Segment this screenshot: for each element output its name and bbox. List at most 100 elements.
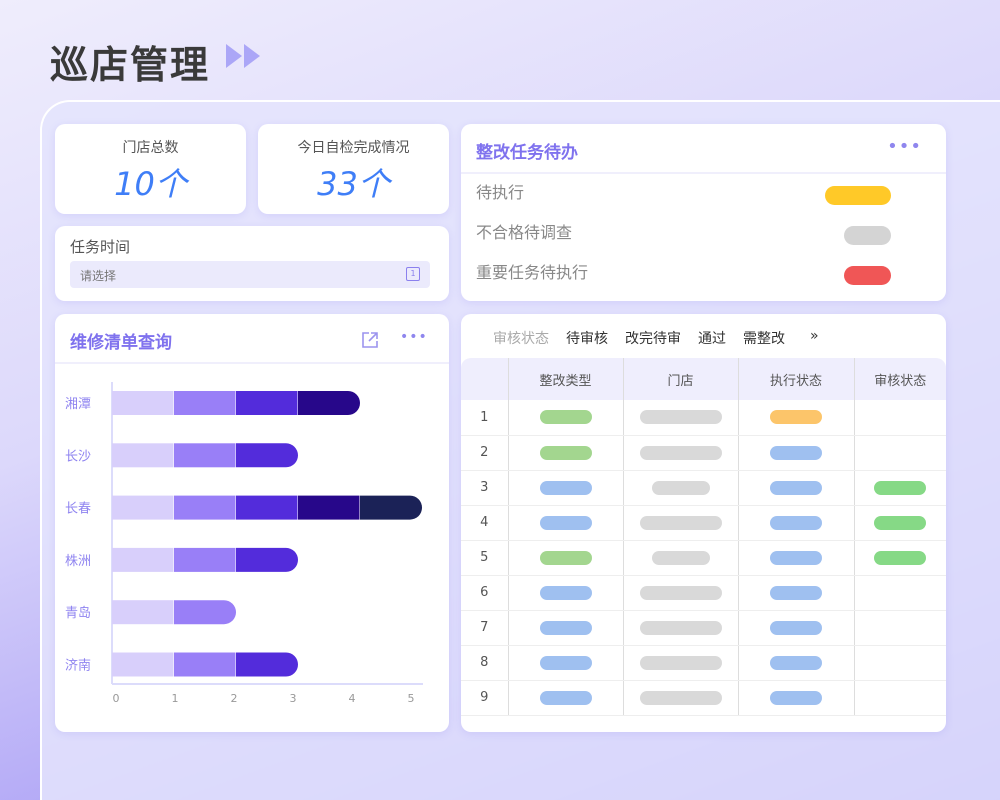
more-icon[interactable]: ••• xyxy=(400,329,428,345)
status-pill xyxy=(874,550,927,565)
table-row[interactable]: 3 xyxy=(461,470,946,506)
x-tick-label: 3 xyxy=(290,692,297,705)
bar-segment xyxy=(112,652,174,677)
more-icon[interactable]: ••• xyxy=(887,136,922,157)
status-pill xyxy=(874,480,927,495)
table-row[interactable]: 1 xyxy=(461,400,946,436)
category-label: 长春 xyxy=(65,502,91,517)
row-index: 5 xyxy=(461,540,508,576)
col-index xyxy=(461,358,508,400)
status-pill xyxy=(539,550,592,565)
self-check-card: 今日自检完成情况 33个 xyxy=(258,124,449,214)
category-label: 湘潭 xyxy=(65,397,91,412)
bar-segment xyxy=(112,547,174,572)
status-pill xyxy=(770,690,822,705)
bar-segment xyxy=(298,495,360,520)
status-pill xyxy=(539,515,592,530)
status-pill xyxy=(770,585,822,600)
table-row[interactable]: 2 xyxy=(461,435,946,471)
bar-segment xyxy=(360,495,422,520)
bar-segment xyxy=(174,652,236,677)
status-pill xyxy=(770,515,822,530)
calendar-icon[interactable]: 1 xyxy=(406,267,420,281)
status-pill xyxy=(539,585,592,600)
tab-done-pending[interactable]: 改完待审 xyxy=(625,331,681,347)
pending-status-pill xyxy=(844,226,891,245)
share-icon[interactable] xyxy=(360,330,380,350)
x-tick-label: 1 xyxy=(172,692,179,705)
table-row[interactable]: 9 xyxy=(461,680,946,716)
row-index: 8 xyxy=(461,645,508,681)
row-index: 9 xyxy=(461,680,508,716)
task-time-card: 任务时间 请选择 1 xyxy=(55,226,449,301)
status-pill xyxy=(539,480,592,495)
self-check-label: 今日自检完成情况 xyxy=(297,140,410,156)
status-pill xyxy=(539,410,592,425)
category-label: 长沙 xyxy=(65,449,91,464)
store-count-label: 门店总数 xyxy=(122,140,179,156)
status-pill xyxy=(874,515,927,530)
bar-segment xyxy=(112,600,174,625)
category-label: 青岛 xyxy=(65,605,91,621)
status-pill xyxy=(639,690,722,705)
row-index: 6 xyxy=(461,575,508,611)
col-exec-status: 执行状态 xyxy=(737,358,854,400)
date-picker-input[interactable]: 请选择 1 xyxy=(70,261,430,288)
tab-passed[interactable]: 通过 xyxy=(698,331,726,347)
tabs-more-icon[interactable]: » xyxy=(810,328,819,344)
pending-status-pill xyxy=(844,266,891,285)
self-check-value: 33个 xyxy=(317,165,390,203)
audit-filter-label: 审核状态 xyxy=(493,331,549,347)
table-row[interactable]: 5 xyxy=(461,540,946,576)
store-count-card: 门店总数 10个 xyxy=(55,124,246,214)
bar-segment xyxy=(174,547,236,572)
bar-segment xyxy=(174,600,236,625)
status-pill xyxy=(770,620,822,635)
status-pill xyxy=(639,410,722,425)
x-tick-label: 2 xyxy=(231,692,238,705)
table-row[interactable]: 8 xyxy=(461,645,946,681)
status-pill xyxy=(770,550,822,565)
bar-segment xyxy=(236,443,298,468)
x-tick-label: 4 xyxy=(349,692,356,705)
status-pill xyxy=(639,515,722,530)
x-tick-label: 5 xyxy=(408,692,415,705)
table-row[interactable]: 6 xyxy=(461,575,946,611)
col-store: 门店 xyxy=(622,358,738,400)
status-pill xyxy=(639,620,722,635)
row-index: 4 xyxy=(461,505,508,541)
forward-icon xyxy=(226,44,262,68)
tab-pending-audit[interactable]: 待审核 xyxy=(566,331,608,347)
status-pill xyxy=(770,410,822,425)
bar-segment xyxy=(112,443,174,468)
table-row[interactable]: 7 xyxy=(461,610,946,646)
status-pill xyxy=(539,690,592,705)
repair-list-card: 维修清单查询 ••• 湘潭 长沙 长春 株洲 青岛 济南 0 1 2 3 4 5 xyxy=(55,314,449,732)
status-pill xyxy=(770,655,822,670)
col-audit-status: 审核状态 xyxy=(853,358,946,400)
status-pill xyxy=(639,585,722,600)
col-type: 整改类型 xyxy=(507,358,623,400)
status-pill xyxy=(539,620,592,635)
bar-segment xyxy=(112,495,174,520)
tab-need-fix[interactable]: 需整改 xyxy=(743,331,785,347)
row-index: 2 xyxy=(461,435,508,471)
pending-item-label[interactable]: 重要任务待执行 xyxy=(476,263,589,282)
repair-title: 维修清单查询 xyxy=(70,333,172,353)
status-pill xyxy=(770,480,822,495)
pending-item-label[interactable]: 不合格待调查 xyxy=(476,223,573,242)
audit-table-card: 审核状态 待审核 改完待审 通过 需整改 » 整改类型 门店 执行状态 审核状态… xyxy=(461,314,946,732)
category-label: 济南 xyxy=(65,658,91,674)
bar-segment xyxy=(236,652,298,677)
status-pill xyxy=(639,655,722,670)
pending-status-pill xyxy=(825,186,891,205)
pending-item-label[interactable]: 待执行 xyxy=(476,183,525,202)
bar-segment xyxy=(174,391,236,415)
status-pill xyxy=(651,550,710,565)
status-pill xyxy=(539,655,592,670)
bar-segment xyxy=(236,495,298,520)
status-pill xyxy=(639,445,722,460)
table-row[interactable]: 4 xyxy=(461,505,946,541)
